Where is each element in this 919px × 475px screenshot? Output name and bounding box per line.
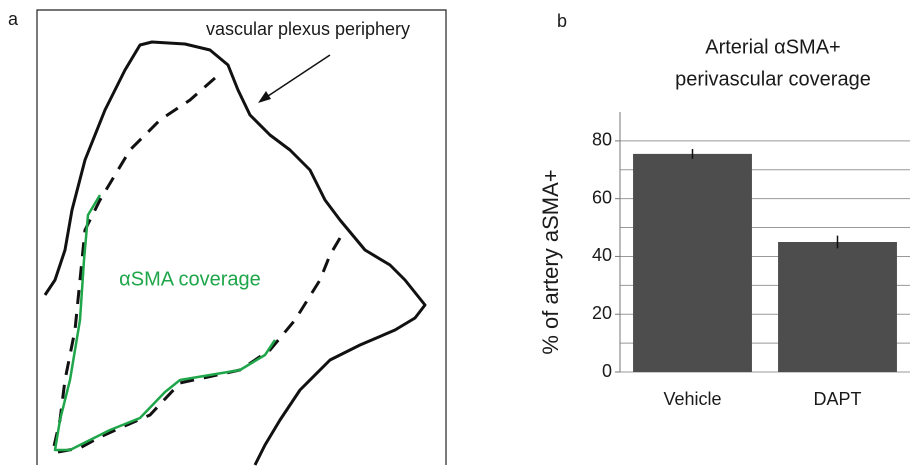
periphery-outline bbox=[43, 40, 427, 466]
dashed-outline bbox=[50, 76, 216, 456]
arrow bbox=[261, 54, 331, 101]
x-tick-label: Vehicle bbox=[663, 389, 721, 409]
chart-title: Arterial αSMA+ bbox=[705, 36, 841, 58]
dashed-outline bbox=[57, 237, 342, 454]
y-axis-label: % of artery aSMA+ bbox=[538, 169, 563, 354]
periphery-label: vascular plexus periphery bbox=[206, 19, 410, 39]
x-tick-label: DAPT bbox=[813, 389, 861, 409]
panel-frame bbox=[36, 9, 447, 465]
y-tick-label: 20 bbox=[592, 303, 612, 323]
y-tick-label: 60 bbox=[592, 187, 612, 207]
chart-title: perivascular coverage bbox=[675, 68, 871, 90]
arrow-head bbox=[258, 91, 271, 103]
coverage-outline bbox=[53, 194, 277, 452]
bar bbox=[778, 242, 897, 372]
y-tick-label: 0 bbox=[602, 361, 612, 381]
y-tick-label: 40 bbox=[592, 245, 612, 265]
panel-label: a bbox=[8, 9, 19, 29]
coverage-label: αSMA coverage bbox=[119, 268, 261, 290]
y-tick-label: 80 bbox=[592, 130, 612, 150]
panel-label: b bbox=[557, 11, 567, 31]
bar bbox=[633, 153, 752, 372]
